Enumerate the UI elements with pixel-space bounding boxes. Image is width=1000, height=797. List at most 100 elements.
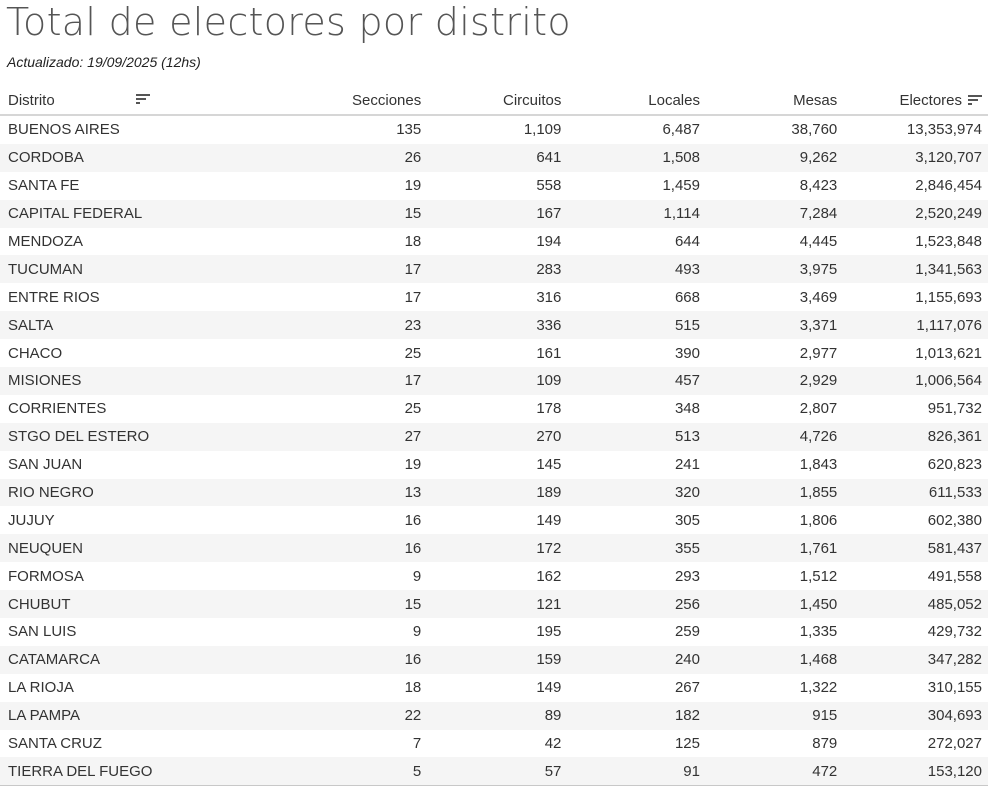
cell-secciones: 17: [404, 288, 422, 306]
cell-mesas: 1,322: [799, 679, 838, 697]
cell-distrito: SAN LUIS: [8, 623, 77, 641]
cell-circuitos: 159: [421, 645, 562, 674]
cell-distrito: STGO DEL ESTERO: [0, 422, 155, 451]
table-row: SAN JUAN 19 145 241 1,843 620,823: [0, 451, 988, 479]
cell-secciones: 135: [396, 121, 422, 139]
sort-descending-icon[interactable]: [136, 94, 150, 106]
cell-secciones: 19: [404, 456, 422, 474]
cell-circuitos: 558: [536, 177, 562, 195]
cell-mesas: 3,371: [699, 311, 838, 340]
cell-mesas: 1,468: [699, 645, 838, 674]
cell-circuitos: 194: [536, 233, 562, 250]
cell-mesas: 7,284: [699, 199, 838, 228]
cell-circuitos: 167: [421, 199, 562, 228]
column-header-electores[interactable]: Electores: [837, 87, 988, 116]
header-row: Distrito Secciones Circuitos Locales Mes…: [0, 87, 988, 116]
cell-electores: 1,013,621: [915, 344, 982, 362]
cell-locales: 348: [674, 400, 700, 418]
cell-secciones: 23: [154, 311, 422, 340]
cell-circuitos: 149: [536, 679, 562, 697]
cell-mesas: 1,512: [799, 567, 838, 585]
column-label: Secciones: [352, 92, 422, 109]
cell-locales: 305: [674, 511, 700, 529]
table-row: LA PAMPA 22 89 182 915 304,693: [0, 701, 988, 730]
cell-secciones: 19: [404, 177, 422, 195]
cell-electores: 951,732: [927, 400, 982, 418]
table-row: SANTA CRUZ 7 42 125 879 272,027: [0, 730, 988, 758]
cell-distrito: SALTA: [0, 311, 155, 340]
table-row: SANTA FE 19 558 1,459 8,423 2,846,454: [0, 172, 988, 200]
cell-mesas: 4,726: [699, 422, 838, 451]
cell-electores: 13,353,974: [906, 121, 982, 139]
sort-descending-icon[interactable]: [968, 95, 982, 107]
table-row: TUCUMAN 17 283 493 3,975 1,341,563: [0, 255, 988, 284]
table-row: FORMOSA 9 162 293 1,512 491,558: [0, 562, 988, 590]
cell-distrito: TIERRA DEL FUEGO: [0, 757, 155, 787]
cell-distrito: SANTA FE: [8, 177, 80, 195]
column-header-locales[interactable]: Locales: [561, 87, 700, 116]
table-row: MENDOZA 18 194 644 4,445 1,523,848: [0, 228, 988, 256]
cell-secciones: 17: [154, 255, 422, 284]
table-row: CHACO 25 161 390 2,977 1,013,621: [0, 339, 988, 367]
cell-circuitos: 145: [536, 456, 562, 474]
cell-mesas: 915: [699, 701, 838, 730]
table-row: CHUBUT 15 121 256 1,450 485,052: [0, 590, 988, 619]
cell-electores: 1,155,693: [915, 288, 982, 306]
updated-subtitle: Actualizado: 19/09/2025 (12hs): [7, 54, 201, 70]
cell-circuitos: 283: [421, 255, 562, 284]
cell-circuitos: 162: [536, 567, 562, 585]
cell-electores: 1,523,848: [915, 233, 982, 250]
cell-locales: 1,114: [561, 199, 700, 228]
table-row: SAN LUIS 9 195 259 1,335 429,732: [0, 618, 988, 646]
cell-mesas: 1,335: [799, 623, 838, 641]
table-row: RIO NEGRO 13 189 320 1,855 611,533: [0, 478, 988, 507]
cell-mesas: 8,423: [799, 177, 838, 195]
cell-locales: 182: [561, 701, 700, 730]
cell-distrito: MISIONES: [0, 367, 155, 395]
cell-electores: 1,341,563: [837, 255, 988, 284]
cell-locales: 355: [561, 534, 700, 563]
cell-mesas: 1,855: [699, 478, 838, 507]
table-row: STGO DEL ESTERO 27 270 513 4,726 826,361: [0, 422, 988, 451]
cell-locales: 267: [674, 679, 700, 697]
column-header-mesas[interactable]: Mesas: [699, 87, 838, 116]
table-row: CAPITAL FEDERAL 15 167 1,114 7,284 2,520,249: [0, 199, 988, 228]
cell-distrito: CORRIENTES: [8, 400, 107, 418]
cell-electores: 429,732: [927, 623, 982, 641]
cell-secciones: 25: [404, 344, 422, 362]
cell-mesas: 472: [699, 757, 838, 787]
cell-secciones: 16: [404, 511, 422, 529]
cell-secciones: 15: [154, 590, 422, 619]
cell-distrito: CHUBUT: [0, 590, 155, 619]
column-header-circuitos[interactable]: Circuitos: [421, 87, 562, 116]
cell-electores: 1,117,076: [837, 311, 988, 340]
table-row: LA RIOJA 18 149 267 1,322 310,155: [0, 674, 988, 702]
cell-mesas: 2,807: [799, 400, 838, 418]
cell-distrito: CATAMARCA: [0, 645, 155, 674]
cell-secciones: 13: [154, 478, 422, 507]
cell-locales: 457: [561, 367, 700, 395]
table-row: TIERRA DEL FUEGO 5 57 91 472 153,120: [0, 757, 988, 787]
table-row: CORRIENTES 25 178 348 2,807 951,732: [0, 395, 988, 423]
cell-distrito: RIO NEGRO: [0, 478, 155, 507]
table-row: BUENOS AIRES 135 1,109 6,487 38,760 13,353,97…: [0, 115, 988, 144]
cell-secciones: 22: [154, 701, 422, 730]
table-row: NEUQUEN 16 172 355 1,761 581,437: [0, 534, 988, 563]
cell-electores: 620,823: [927, 456, 982, 474]
column-header-secciones[interactable]: Secciones: [154, 87, 422, 116]
cell-mesas: 879: [812, 735, 838, 753]
cell-locales: 668: [674, 288, 700, 306]
cell-electores: 602,380: [927, 511, 982, 529]
cell-electores: 3,120,707: [837, 143, 988, 172]
cell-secciones: 5: [154, 757, 422, 787]
cell-mesas: 9,262: [699, 143, 838, 172]
column-header-distrito[interactable]: Distrito: [0, 87, 155, 116]
cell-secciones: 26: [154, 143, 422, 172]
column-label: Electores: [899, 92, 962, 109]
cell-circuitos: 42: [544, 735, 562, 753]
cell-distrito: TUCUMAN: [0, 255, 155, 284]
cell-circuitos: 195: [536, 623, 562, 641]
cell-locales: 293: [674, 567, 700, 585]
cell-distrito: BUENOS AIRES: [8, 121, 120, 139]
cell-distrito: CAPITAL FEDERAL: [0, 199, 155, 228]
